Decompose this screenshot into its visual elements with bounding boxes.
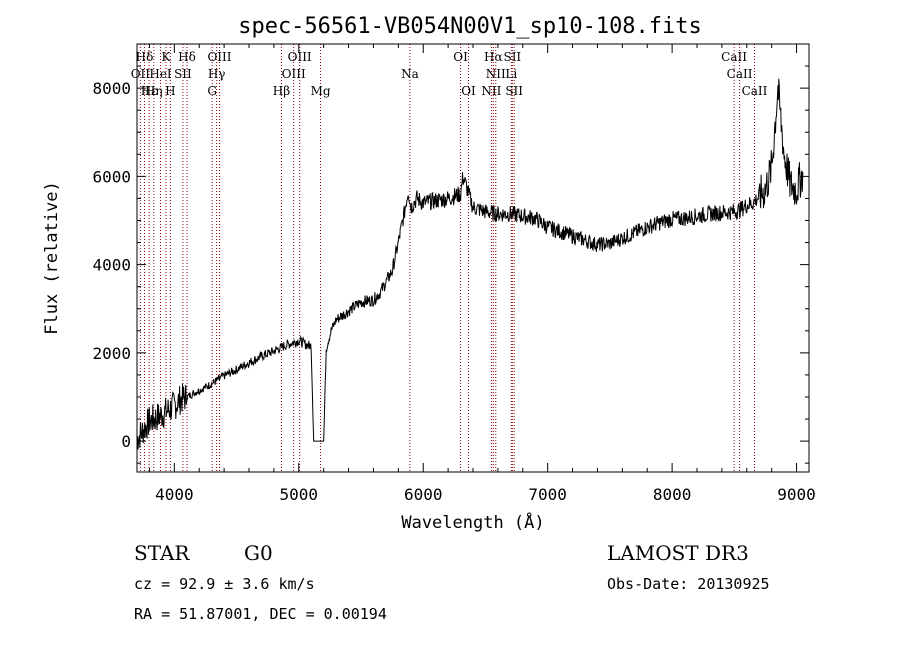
- line-marker-label: OI: [453, 50, 468, 64]
- x-tick-label: 6000: [404, 485, 443, 504]
- plot-frame: [136, 43, 810, 473]
- line-marker-label: HeI: [149, 67, 172, 81]
- line-marker-label: Hε: [141, 84, 158, 98]
- line-marker-label: Na: [401, 67, 419, 81]
- line-marker-label: H: [165, 84, 175, 98]
- x-tick-label: 9000: [777, 485, 816, 504]
- y-axis-ticks: 0 2000 4000 6000 8000: [92, 43, 809, 464]
- line-marker-label: CaII: [727, 67, 753, 81]
- x-axis-ticks: 4000 5000 6000 7000 8000 9000: [148, 44, 816, 504]
- line-marker-label: Hη: [145, 84, 163, 98]
- y-tick-label: 4000: [92, 256, 131, 275]
- line-marker-label: Hβ: [273, 84, 290, 98]
- line-marker-label: OIII: [207, 50, 231, 64]
- line-marker-label: CaII: [742, 84, 768, 98]
- line-marker-label: NII: [486, 67, 506, 81]
- line-marker-label: OIII: [282, 67, 306, 81]
- line-marker-label: OII: [131, 67, 151, 81]
- y-tick-label: 6000: [92, 167, 131, 186]
- coordinates-readout: RA = 51.87001, DEC = 0.00194: [134, 605, 387, 623]
- line-marker-label: NII: [481, 84, 501, 98]
- object-class: STAR: [134, 541, 190, 565]
- redshift-readout: cz = 92.9 ± 3.6 km/s: [134, 575, 315, 593]
- line-marker-label: Li: [505, 67, 517, 81]
- y-axis-label: Flux (relative): [42, 181, 62, 335]
- line-marker-label: CaII: [721, 50, 747, 64]
- object-subclass: G0: [244, 541, 273, 565]
- observation-date: Obs-Date: 20130925: [607, 575, 770, 593]
- line-marker-label: Hα: [484, 50, 503, 64]
- y-tick-label: 2000: [92, 344, 131, 363]
- line-marker-label: SII: [503, 50, 521, 64]
- line-marker-label: Hδ: [178, 50, 196, 64]
- chart-title: spec-56561-VB054N00V1_sp10-108.fits: [238, 14, 702, 39]
- line-marker-label: SII: [505, 84, 523, 98]
- line-marker-label: SII: [174, 67, 192, 81]
- x-tick-label: 5000: [280, 485, 319, 504]
- line-marker-label: Hδ: [136, 50, 154, 64]
- x-axis-label: Wavelength (Å): [401, 511, 544, 533]
- line-marker-label: Mg: [311, 84, 331, 98]
- line-marker-label: OI: [461, 84, 476, 98]
- x-tick-label: 7000: [528, 485, 567, 504]
- line-marker-label: K: [162, 50, 172, 64]
- survey-name: LAMOST DR3: [607, 541, 749, 565]
- line-marker-label: G: [207, 84, 217, 98]
- flux-series-line: [136, 78, 804, 450]
- x-tick-label: 4000: [155, 485, 194, 504]
- x-tick-label: 8000: [653, 485, 692, 504]
- line-markers: [139, 44, 755, 472]
- line-marker-label: Hγ: [208, 67, 226, 81]
- y-tick-label: 8000: [92, 79, 131, 98]
- y-tick-label: 0: [121, 432, 131, 451]
- line-marker-label: OIII: [288, 50, 312, 64]
